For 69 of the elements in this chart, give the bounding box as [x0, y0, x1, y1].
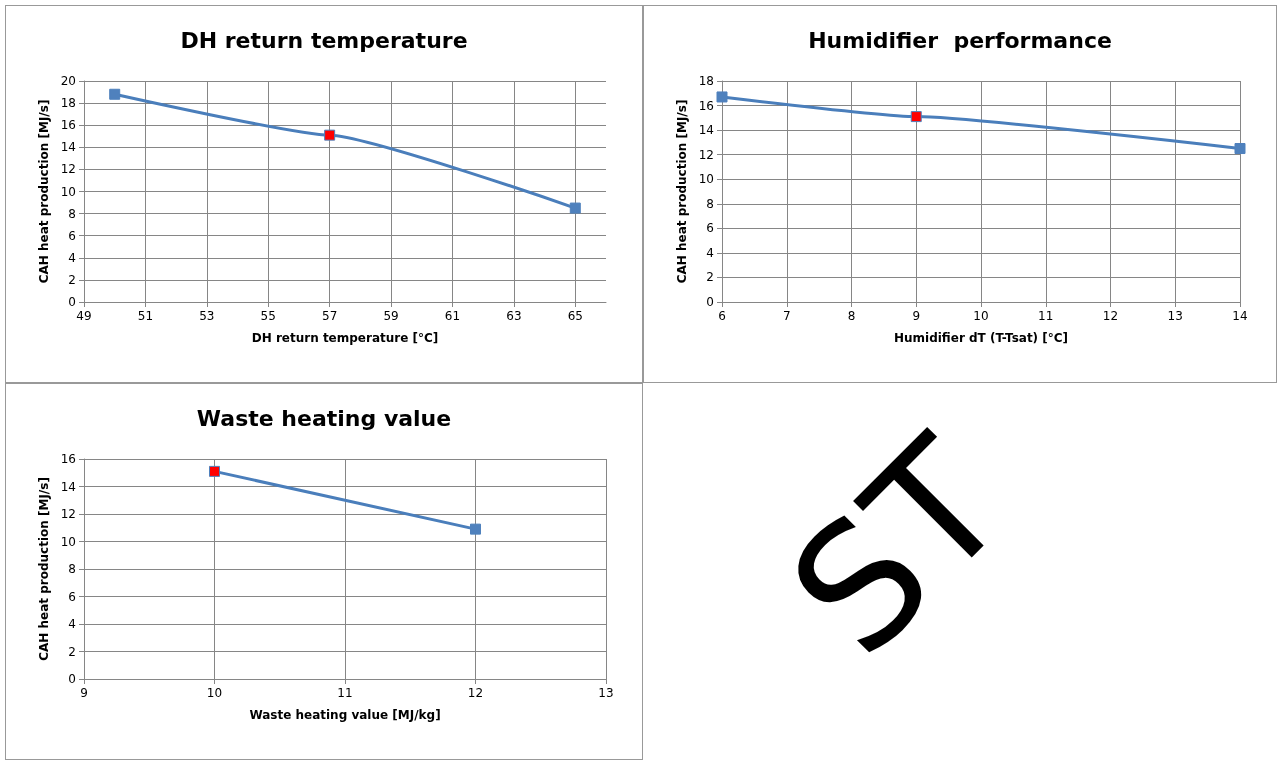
chart-title: Humidifier performance — [808, 27, 1112, 53]
x-tick-label: 12 — [467, 686, 484, 700]
y-tick-label: 14 — [60, 140, 76, 155]
y-tick-label: 4 — [706, 245, 714, 260]
y-tick-label: 16 — [698, 98, 714, 113]
point — [716, 91, 728, 103]
point — [569, 202, 581, 214]
y-tick-label: 0 — [706, 295, 714, 309]
x-tick-label: 7 — [782, 309, 791, 323]
x-tick-label: 14 — [1232, 309, 1248, 323]
y-tick-label: 12 — [60, 507, 76, 521]
x-tick-label: 9 — [80, 686, 88, 700]
x-tick-label: 57 — [322, 309, 338, 323]
point — [109, 88, 121, 100]
y-tick-label: 0 — [68, 672, 76, 686]
y-tick-label: 8 — [706, 196, 714, 211]
x-tick-label: 10 — [206, 686, 223, 700]
y-tick-label: 0 — [68, 295, 76, 309]
y-tick-label: 2 — [706, 270, 714, 285]
x-tick-label: 12 — [1102, 309, 1119, 323]
point — [910, 111, 922, 123]
x-axis-title: Waste heating value [MJ/kg] — [249, 708, 441, 722]
x-axis-title: Humidifier dT (T-Tsat) [°C] — [893, 331, 1069, 345]
y-tick-label: 8 — [68, 562, 76, 576]
y-tick-label: 10 — [60, 184, 76, 199]
y-tick-label: 6 — [68, 228, 76, 243]
y-tick-label: 12 — [698, 147, 714, 162]
text: ST — [753, 402, 1044, 693]
x-tick-label: 10 — [973, 309, 989, 323]
x-tick-label: 6 — [718, 309, 726, 323]
y-tick-label: 20 — [60, 74, 76, 88]
point — [1234, 143, 1246, 155]
x-tick-label: 49 — [76, 309, 92, 323]
y-tick-label: 16 — [60, 452, 76, 466]
y-tick-label: 2 — [68, 272, 76, 287]
y-tick-label: 4 — [68, 617, 76, 631]
x-tick-label: 65 — [567, 309, 583, 323]
x-tick-label: 55 — [260, 309, 276, 323]
x-tick-label: 13 — [598, 686, 614, 700]
y-tick-label: 10 — [60, 534, 76, 549]
y-tick-label: 14 — [698, 123, 714, 138]
x-tick-label: 8 — [847, 309, 856, 323]
y-tick-label: 16 — [60, 118, 76, 133]
x-tick-label: 9 — [912, 309, 921, 323]
point — [324, 129, 336, 141]
x-tick-label: 51 — [137, 309, 154, 323]
y-tick-label: 10 — [698, 172, 714, 187]
y-tick-label: 18 — [698, 74, 714, 88]
y-axis-title: CAH heat production [MJ/s] — [674, 99, 689, 284]
y-axis-title: CAH heat production [MJ/s] — [36, 477, 51, 661]
x-tick-label: 13 — [1167, 309, 1183, 323]
y-tick-label: 6 — [706, 221, 714, 236]
y-tick-label: 14 — [60, 479, 76, 494]
x-tick-label: 53 — [199, 309, 215, 323]
x-tick-label: 11 — [337, 686, 353, 700]
y-tick-label: 2 — [68, 644, 76, 659]
y-axis-title: CAH heat production [MJ/s] — [36, 99, 51, 284]
chart-title: DH return temperature — [180, 27, 468, 53]
x-tick-label: 61 — [444, 309, 461, 323]
y-tick-label: 6 — [68, 589, 76, 604]
x-tick-label: 63 — [506, 309, 522, 323]
x-tick-label: 11 — [1038, 309, 1054, 323]
x-axis-title: DH return temperature [°C] — [251, 331, 439, 345]
y-tick-label: 8 — [68, 206, 76, 221]
y-tick-label: 4 — [68, 250, 76, 265]
y-tick-label: 18 — [60, 96, 76, 111]
y-tick-label: 12 — [60, 162, 76, 177]
x-tick-label: 59 — [383, 309, 399, 323]
chart-title: Waste heating value — [196, 405, 452, 431]
